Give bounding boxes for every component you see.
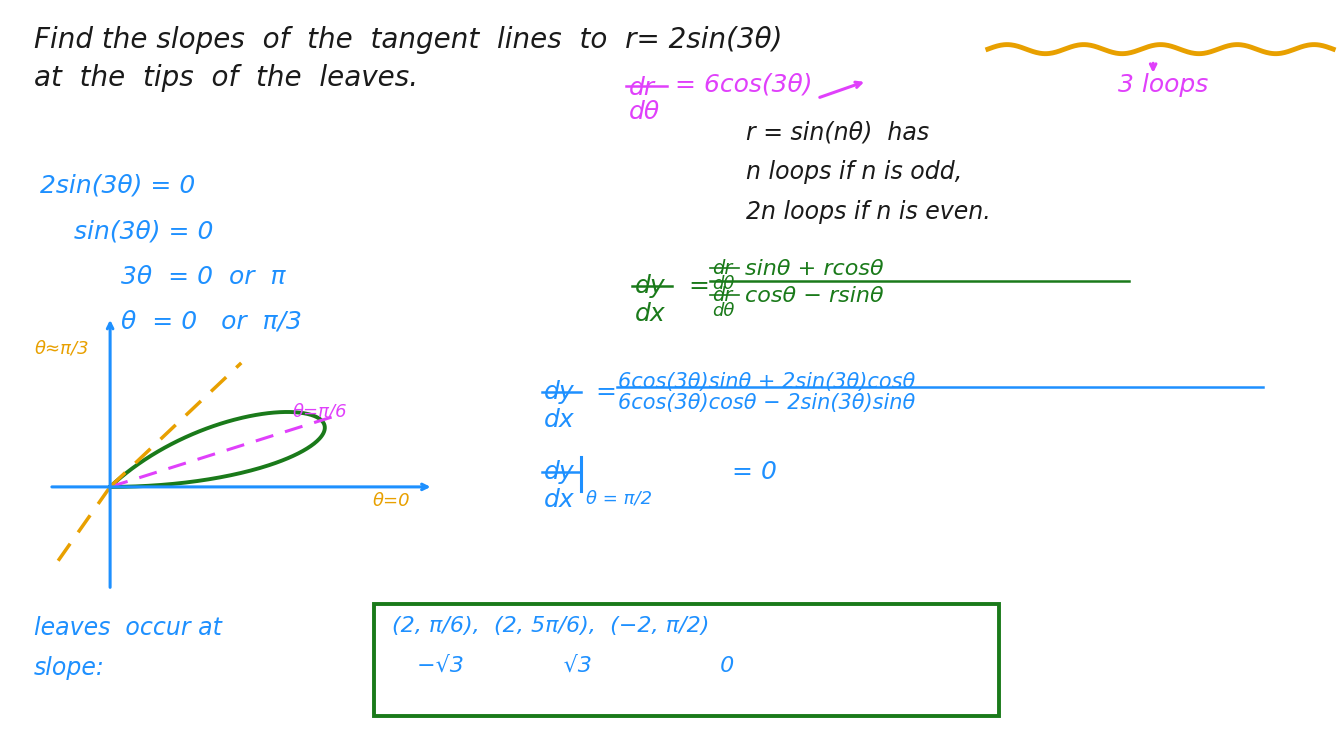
Text: =: = bbox=[595, 380, 617, 404]
Text: slope:: slope: bbox=[34, 656, 105, 680]
Text: −√3              √3                  0: −√3 √3 0 bbox=[417, 656, 734, 676]
Text: r = sin(nθ)  has: r = sin(nθ) has bbox=[746, 121, 929, 145]
Text: dr: dr bbox=[629, 76, 655, 100]
Text: 2n loops if n is even.: 2n loops if n is even. bbox=[746, 200, 991, 224]
Text: 6cos(3θ)cosθ − 2sin(3θ)sinθ: 6cos(3θ)cosθ − 2sin(3θ)sinθ bbox=[618, 393, 915, 413]
Text: θ  = 0   or  π/3: θ = 0 or π/3 bbox=[121, 310, 302, 334]
Text: 2sin(3θ) = 0: 2sin(3θ) = 0 bbox=[40, 174, 196, 198]
Text: dy: dy bbox=[634, 274, 665, 298]
Text: θ=π/6: θ=π/6 bbox=[293, 403, 348, 421]
Text: dx: dx bbox=[544, 408, 575, 432]
Text: θ = π/2: θ = π/2 bbox=[586, 490, 652, 508]
Text: =: = bbox=[688, 274, 710, 298]
Text: = 0: = 0 bbox=[732, 460, 777, 484]
Text: dr: dr bbox=[712, 259, 732, 277]
Text: Find the slopes  of  the  tangent  lines  to  r= 2sin(3θ): Find the slopes of the tangent lines to … bbox=[34, 26, 782, 54]
Text: dy: dy bbox=[544, 380, 575, 404]
Text: dx: dx bbox=[544, 488, 575, 513]
Text: (2, π/6),  (2, 5π/6),  (−2, π/2): (2, π/6), (2, 5π/6), (−2, π/2) bbox=[392, 616, 710, 636]
Text: leaves  occur at: leaves occur at bbox=[34, 616, 222, 640]
Text: dr: dr bbox=[712, 286, 732, 305]
Text: 6cos(3θ)sinθ + 2sin(3θ)cosθ: 6cos(3θ)sinθ + 2sin(3θ)cosθ bbox=[618, 372, 915, 392]
Text: 3 loops: 3 loops bbox=[1118, 73, 1208, 97]
Text: cosθ − rsinθ: cosθ − rsinθ bbox=[745, 286, 883, 305]
FancyBboxPatch shape bbox=[374, 604, 999, 716]
Text: dθ: dθ bbox=[712, 275, 735, 293]
Text: n loops if n is odd,: n loops if n is odd, bbox=[746, 160, 962, 184]
Text: dx: dx bbox=[634, 302, 665, 327]
Text: at  the  tips  of  the  leaves.: at the tips of the leaves. bbox=[34, 64, 418, 92]
Text: θ=0: θ=0 bbox=[372, 491, 410, 510]
Text: = 6cos(3θ): = 6cos(3θ) bbox=[675, 73, 812, 97]
Text: sin(3θ) = 0: sin(3θ) = 0 bbox=[74, 219, 214, 243]
Text: dθ: dθ bbox=[712, 302, 735, 321]
Text: 3θ  = 0  or  π: 3θ = 0 or π bbox=[121, 265, 285, 289]
Text: θ≈π/3: θ≈π/3 bbox=[35, 339, 89, 358]
Text: dy: dy bbox=[544, 460, 575, 484]
Text: sinθ + rcosθ: sinθ + rcosθ bbox=[745, 259, 883, 278]
Text: dθ: dθ bbox=[629, 100, 660, 124]
